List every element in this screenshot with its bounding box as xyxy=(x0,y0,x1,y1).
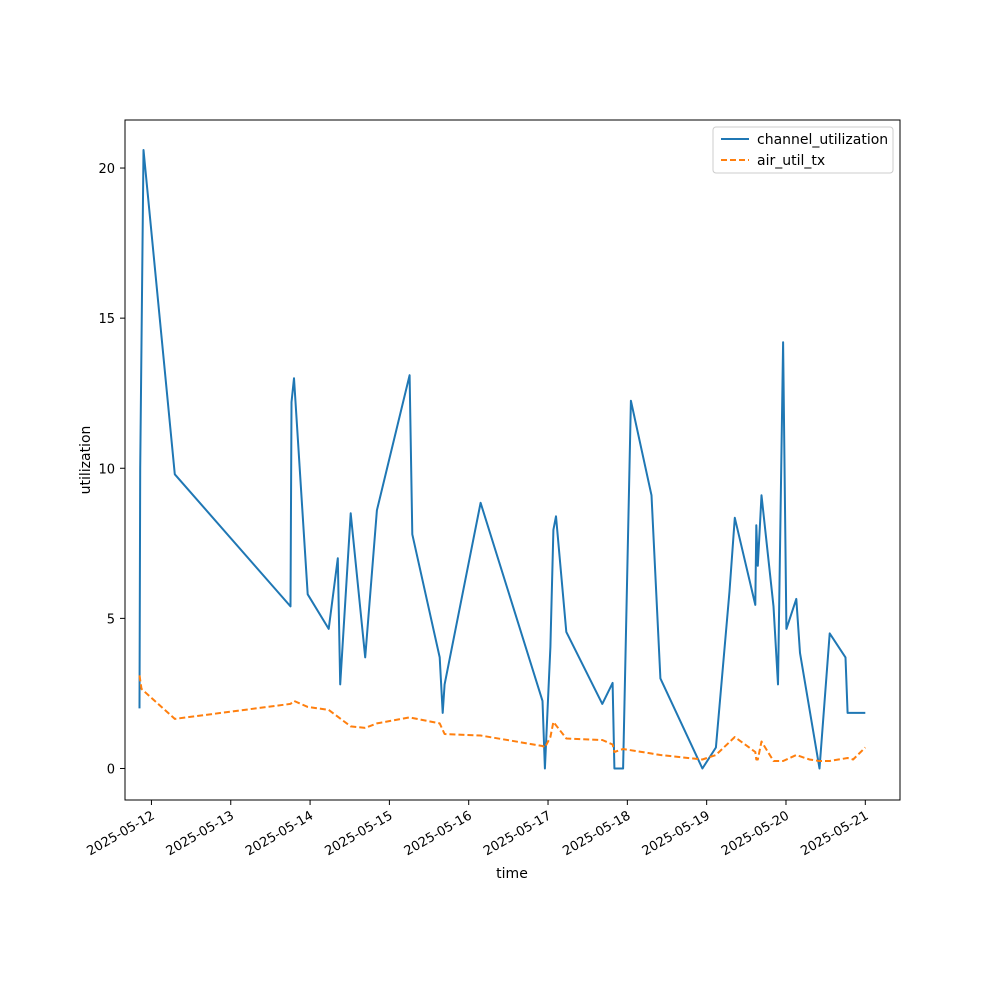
x-axis-label: time xyxy=(496,866,528,882)
y-tick-label: 15 xyxy=(98,312,115,327)
plot-frame xyxy=(124,119,901,801)
legend-label-channel-utilization: channel_utilization xyxy=(757,132,888,148)
y-tick-label: 5 xyxy=(107,612,115,627)
y-tick-label: 0 xyxy=(107,762,115,777)
legend: channel_utilization air_util_tx xyxy=(712,126,894,174)
y-tick-label: 10 xyxy=(98,462,115,477)
y-axis: 0 5 10 15 20 xyxy=(98,162,125,777)
legend-box xyxy=(712,126,894,174)
y-tick-label: 20 xyxy=(98,162,115,177)
series-line-channel-utilization xyxy=(138,149,866,770)
series-line-air-util-tx xyxy=(138,675,867,762)
series-layer xyxy=(138,149,867,770)
y-axis-label: utilization xyxy=(78,426,94,495)
legend-label-air-util-tx: air_util_tx xyxy=(757,153,825,169)
